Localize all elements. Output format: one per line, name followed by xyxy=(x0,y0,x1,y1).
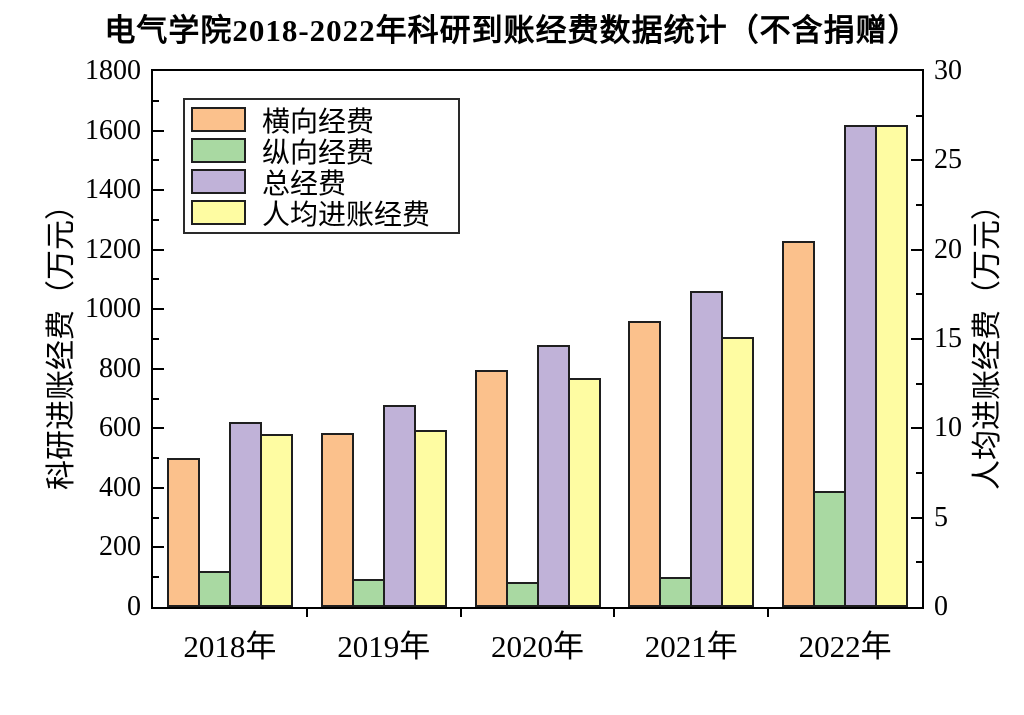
legend-item-total-funding: 总经费 xyxy=(191,166,458,200)
bar-per-capita-funding-2021 xyxy=(721,337,755,607)
right-axis-minor-tick xyxy=(916,293,922,296)
legend: 横向经费 纵向经费 总经费 人均进账经费 xyxy=(183,98,460,234)
left-axis-minor-tick xyxy=(153,99,159,102)
left-axis-major-tick xyxy=(153,129,164,132)
x-axis-label-2022: 2022年 xyxy=(798,629,892,664)
right-axis-major-tick xyxy=(911,516,922,519)
left-axis-tick-label: 1200 xyxy=(85,233,141,265)
legend-item-vertical-funding: 纵向经费 xyxy=(191,135,458,169)
bar-total-funding-2018 xyxy=(228,422,262,607)
x-axis-tick xyxy=(305,609,308,617)
left-axis-tick-label: 400 xyxy=(99,471,141,503)
bar-vertical-funding-2018 xyxy=(197,571,231,607)
right-axis-tick-label: 15 xyxy=(934,323,962,354)
legend-swatch-per-capita-funding xyxy=(191,200,246,225)
left-axis-minor-tick xyxy=(153,338,159,340)
left-axis-minor-tick xyxy=(153,159,159,162)
legend-item-per-capita-funding: 人均进账经费 xyxy=(191,197,458,231)
right-axis-minor-tick xyxy=(916,204,922,206)
right-axis-minor-tick xyxy=(916,561,922,564)
bar-per-capita-funding-2020 xyxy=(567,378,601,607)
bar-per-capita-funding-2019 xyxy=(413,430,447,607)
right-axis-tick-label: 25 xyxy=(934,144,962,176)
left-axis-minor-tick xyxy=(153,457,159,460)
left-axis-major-tick xyxy=(153,248,164,251)
bar-vertical-funding-2022 xyxy=(813,491,847,607)
bar-horizontal-funding-2018 xyxy=(166,458,200,607)
right-axis-minor-tick xyxy=(916,114,922,117)
left-axis-tick-label: 1800 xyxy=(85,55,141,86)
left-axis-major-tick xyxy=(153,486,164,489)
right-axis-tick-label: 5 xyxy=(934,501,948,533)
x-axis-tick xyxy=(613,609,616,617)
legend-label-horizontal-funding: 横向经费 xyxy=(262,106,375,138)
right-axis-tick-label: 30 xyxy=(934,55,962,86)
left-axis-major-tick xyxy=(153,546,164,549)
legend-swatch-vertical-funding xyxy=(191,138,246,163)
x-axis-label-2021: 2021年 xyxy=(644,629,738,664)
right-axis-minor-tick xyxy=(916,382,922,385)
right-axis-tick-label: 0 xyxy=(934,591,948,622)
bar-vertical-funding-2021 xyxy=(659,577,693,607)
x-axis-tick xyxy=(459,609,462,617)
left-axis-major-tick xyxy=(153,367,164,370)
bar-total-funding-2022 xyxy=(844,125,878,607)
left-axis-tick-label: 600 xyxy=(99,412,141,444)
x-axis-label-2019: 2019年 xyxy=(337,629,431,664)
bar-total-funding-2021 xyxy=(690,291,724,607)
x-axis-label-2020: 2020年 xyxy=(491,629,584,664)
left-axis-minor-tick xyxy=(153,397,159,400)
chart-title: 电气学院2018-2022年科研到账经费数据统计（不含捐赠） xyxy=(104,13,920,48)
bar-total-funding-2020 xyxy=(536,345,570,607)
right-axis-tick-label: 10 xyxy=(934,412,962,444)
right-axis-minor-tick xyxy=(916,472,922,474)
bar-horizontal-funding-2020 xyxy=(474,370,508,607)
left-axis-tick-label: 0 xyxy=(127,591,141,622)
left-axis-tick-label: 1000 xyxy=(85,293,141,325)
legend-item-horizontal-funding: 横向经费 xyxy=(191,104,458,138)
bar-per-capita-funding-2018 xyxy=(259,434,293,607)
legend-swatch-total-funding xyxy=(191,169,246,194)
right-axis-major-tick xyxy=(911,159,922,162)
right-axis-tick-label: 20 xyxy=(934,233,962,265)
left-axis-minor-tick xyxy=(153,218,159,221)
left-axis-minor-tick xyxy=(153,516,159,519)
bar-horizontal-funding-2022 xyxy=(782,241,816,607)
right-axis-major-tick xyxy=(911,338,922,340)
left-axis-minor-tick xyxy=(153,278,159,281)
right-axis-major-tick xyxy=(911,427,922,430)
left-axis-major-tick xyxy=(153,427,164,430)
left-axis-tick-label: 1600 xyxy=(85,114,141,146)
bar-horizontal-funding-2021 xyxy=(628,321,662,607)
bar-vertical-funding-2020 xyxy=(505,582,539,607)
left-axis-tick-label: 800 xyxy=(99,352,141,384)
bar-vertical-funding-2019 xyxy=(351,579,385,607)
legend-swatch-horizontal-funding xyxy=(191,107,246,132)
left-axis-major-tick xyxy=(153,189,164,192)
left-axis-major-tick xyxy=(153,308,164,311)
legend-label-per-capita-funding: 人均进账经费 xyxy=(262,199,431,231)
legend-label-total-funding: 总经费 xyxy=(262,168,347,200)
bar-horizontal-funding-2019 xyxy=(320,433,354,607)
right-axis-major-tick xyxy=(911,248,922,251)
x-axis-tick xyxy=(767,609,770,617)
x-axis-label-2018: 2018年 xyxy=(183,629,277,664)
left-axis-tick-label: 200 xyxy=(99,531,141,563)
legend-label-vertical-funding: 纵向经费 xyxy=(262,137,375,169)
plot-area xyxy=(151,69,924,609)
left-axis-minor-tick xyxy=(153,576,159,579)
bar-per-capita-funding-2022 xyxy=(875,125,909,607)
left-axis-tick-label: 1400 xyxy=(85,174,141,206)
bar-total-funding-2019 xyxy=(382,405,416,607)
